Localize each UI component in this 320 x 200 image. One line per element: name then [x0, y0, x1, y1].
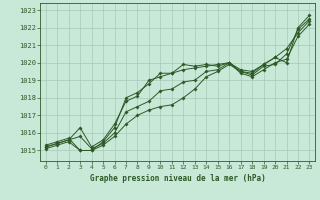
X-axis label: Graphe pression niveau de la mer (hPa): Graphe pression niveau de la mer (hPa) — [90, 174, 266, 183]
